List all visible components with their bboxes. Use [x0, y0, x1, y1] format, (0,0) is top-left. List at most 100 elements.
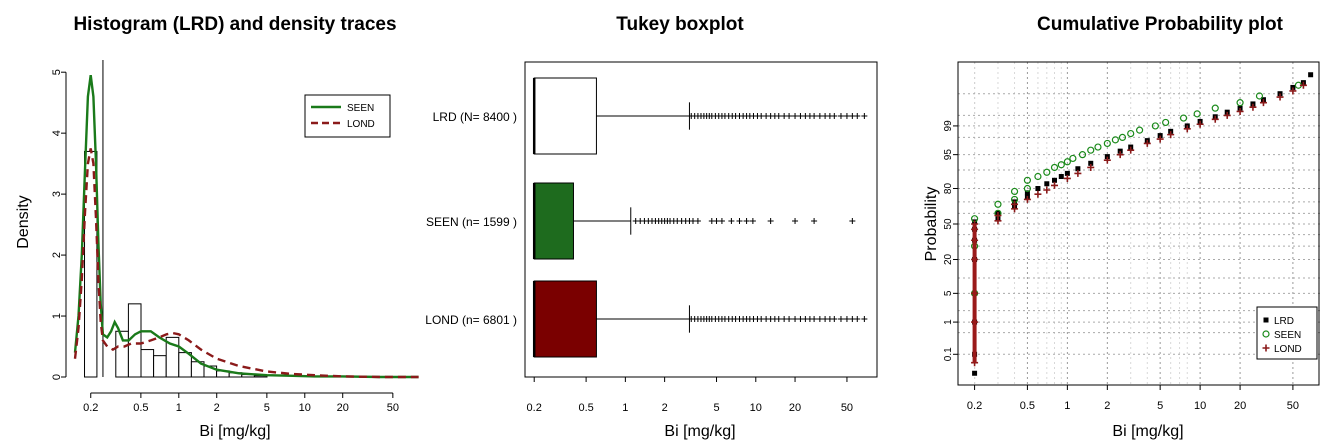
probability-legend-label: LRD: [1274, 316, 1294, 327]
boxplot-outlier: [786, 113, 793, 119]
probability-y-tick-label: 80: [943, 183, 954, 195]
boxplot-outlier: [775, 316, 782, 322]
probability-point-seen: [1118, 133, 1127, 142]
probability-y-tick-label: 5: [943, 290, 954, 296]
probability-x-tick-label: 50: [1287, 400, 1299, 412]
boxplot-x-tick-label: 20: [789, 402, 801, 414]
boxplot-outlier: [786, 316, 793, 322]
probability-point-lond: [1127, 146, 1135, 154]
boxplot-outlier: [811, 316, 818, 322]
boxplot-box: [533, 77, 597, 155]
probability-point-lond: [1223, 111, 1231, 119]
boxplot-outlier: [843, 113, 850, 119]
probability-point-lrd: [1088, 160, 1094, 166]
histogram-bar: [178, 352, 192, 378]
histogram-bar: [140, 349, 155, 378]
boxplot-x-tick-label: 0.2: [527, 402, 542, 414]
boxplot-outlier: [767, 218, 774, 224]
probability-point-seen: [1050, 163, 1059, 172]
probability-point-lrd: [1075, 166, 1081, 172]
boxplot-outlier: [811, 113, 818, 119]
histogram-y-tick-label: 2: [51, 252, 63, 258]
probability-point-seen: [1211, 104, 1219, 112]
histogram-x-tick-label: 1: [176, 402, 182, 414]
boxplot-x-tick-label: 50: [841, 402, 853, 414]
boxplot-x-tick-label: 5: [713, 402, 719, 414]
probability-legend-label: LOND: [1274, 344, 1302, 355]
density-line-seen: [73, 75, 419, 379]
probability-y-label: Probability: [923, 187, 940, 262]
boxplot-outlier: [728, 218, 735, 224]
boxplot-outlier: [713, 218, 720, 224]
histogram-y-tick-label: 5: [51, 69, 63, 75]
probability-point-lrd: [1024, 190, 1030, 196]
probability-point-lond: [1249, 103, 1257, 111]
probability-point-lond: [1116, 151, 1124, 159]
boxplot-x-tick-label: 2: [662, 402, 668, 414]
probability-point-lond: [1034, 190, 1042, 198]
probability-point-lond: [1023, 195, 1031, 203]
density-line-lond: [73, 148, 419, 379]
boxplot-outlier: [792, 218, 799, 224]
probability-point-seen: [1023, 176, 1032, 184]
boxplot-outlier: [736, 218, 743, 224]
histogram-title: Histogram (LRD) and density traces: [73, 14, 397, 35]
histogram-y-tick-label: 0: [51, 374, 63, 380]
boxplot-outlier: [854, 113, 861, 119]
probability-point-seen: [1034, 172, 1042, 181]
boxplot-outlier: [718, 218, 725, 224]
histogram-x-tick-label: 5: [264, 402, 270, 414]
probability-point-seen: [994, 200, 1002, 208]
boxplot-box: [533, 280, 597, 358]
probability-point-seen: [1236, 99, 1244, 107]
boxplot-outlier: [854, 316, 861, 322]
probability-x-tick-label: 0.2: [967, 400, 982, 412]
probability-point-seen: [1063, 158, 1071, 166]
probability-point-seen: [1078, 151, 1087, 159]
probability-point-lond: [1087, 163, 1095, 171]
boxplot-outlier: [831, 113, 838, 119]
probability-legend-box: [1256, 306, 1318, 360]
histogram-y-tick-label: 3: [51, 191, 63, 197]
probability-x-tick-label: 10: [1194, 400, 1206, 412]
probability-point-lond: [1051, 181, 1059, 189]
probability-point-lond: [1063, 174, 1071, 182]
histogram-legend-box: [304, 94, 391, 138]
boxplot-group-label: LOND (n= 6801 ): [425, 313, 517, 327]
probability-point-lond: [1103, 156, 1111, 164]
boxplot-outlier: [837, 113, 844, 119]
probability-x-tick-label: 5: [1157, 400, 1163, 412]
probability-point-lrd: [1035, 186, 1041, 192]
probability-point-seen: [1255, 92, 1264, 100]
probability-x-tick-label: 0.5: [1020, 400, 1035, 412]
probability-point-lrd: [1044, 181, 1050, 187]
boxplot-frame: [524, 61, 878, 378]
probability-point-seen: [1127, 129, 1135, 138]
histogram-x-tick-label: 2: [214, 402, 220, 414]
probability-point-lond: [1289, 87, 1297, 95]
probability-point-lond: [1143, 139, 1151, 147]
probability-point-lond: [1183, 125, 1191, 133]
probability-point-lond: [1043, 186, 1051, 194]
probability-point-lond: [1156, 135, 1164, 143]
probability-point-seen: [1193, 110, 1201, 118]
boxplot-group-label: SEEN (n= 1599 ): [426, 215, 517, 229]
boxplot-outlier: [775, 113, 782, 119]
histogram-y-tick-label: 4: [51, 130, 63, 136]
probability-x-tick-label: 20: [1234, 400, 1246, 412]
boxplot-outlier: [837, 316, 844, 322]
probability-y-tick-label: 99: [943, 120, 954, 132]
probability-point-seen: [1087, 146, 1095, 154]
probability-y-tick-label: 0.1: [943, 347, 954, 361]
probability-point-lrd: [972, 370, 978, 376]
legend-marker-seen: [1262, 330, 1270, 338]
boxplot-outlier: [831, 316, 838, 322]
probability-point-seen: [1135, 126, 1144, 134]
histogram-y-tick-label: 1: [51, 313, 63, 319]
boxplot-outlier: [749, 218, 756, 224]
histogram-x-tick-label: 0.2: [83, 402, 98, 414]
probability-point-lond: [1276, 93, 1284, 101]
legend-marker-lrd: [1263, 317, 1269, 323]
probability-x-tick-label: 1: [1064, 400, 1070, 412]
probability-point-lond: [1236, 107, 1244, 115]
